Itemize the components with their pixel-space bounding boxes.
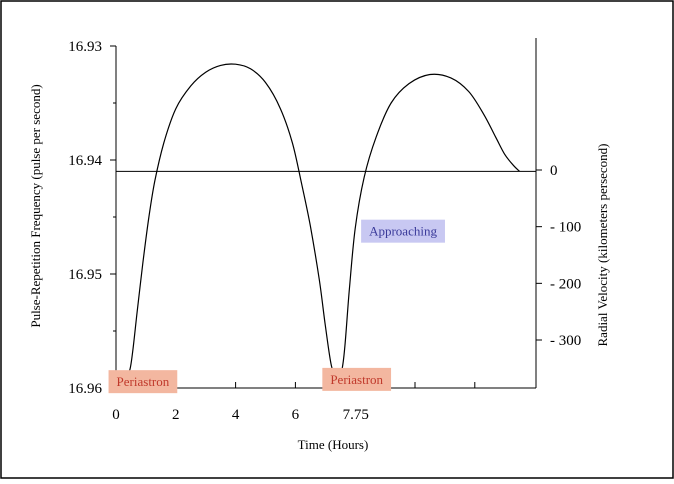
annotation-label-1: Periastron: [330, 372, 383, 387]
annotation-box-0: [108, 370, 178, 394]
left-axis-title: Pulse-Repetition Frequency (pulse per se…: [28, 84, 43, 327]
annotation-2: Approaching: [361, 219, 445, 243]
x-tick-label-3: 6: [292, 407, 300, 423]
annotation-label-0: Periastron: [117, 374, 170, 389]
annotations: Periastron Periastron Approaching: [108, 219, 445, 394]
left-tick-label-2: 16.95: [68, 267, 102, 283]
right-tick-label-3: - 300: [550, 333, 581, 349]
data-series-line-0: [124, 63, 521, 376]
data-marks: [124, 63, 521, 376]
annotation-1: Periastron: [322, 367, 392, 391]
right-tick-label-0: 0: [550, 163, 558, 179]
right-axis-title: Radial Velocity (kilometers persecond): [595, 143, 610, 346]
left-tick-label-1: 16.94: [68, 153, 102, 169]
left-tick-label-0: 16.93: [68, 39, 102, 55]
x-tick-label-1: 2: [172, 407, 180, 423]
x-tick-label-0: 0: [112, 407, 120, 423]
right-tick-label-2: - 200: [550, 276, 581, 292]
right-tick-label-1: - 100: [550, 220, 581, 236]
annotation-0: Periastron: [108, 370, 178, 394]
left-tick-label-3: 16.96: [68, 381, 102, 397]
annotation-box-1: [322, 367, 392, 391]
x-tick-label-2: 4: [232, 407, 240, 423]
annotation-label-2: Approaching: [369, 224, 437, 239]
x-tick-label-4: 7.75: [343, 407, 369, 423]
annotation-box-2: [361, 219, 445, 243]
tick-labels: 16.93 16.94 16.95 16.96 0 2 4 6 7.75 0 - 100 - 200 -…: [68, 39, 581, 423]
x-axis-title: Time (Hours): [298, 437, 369, 452]
